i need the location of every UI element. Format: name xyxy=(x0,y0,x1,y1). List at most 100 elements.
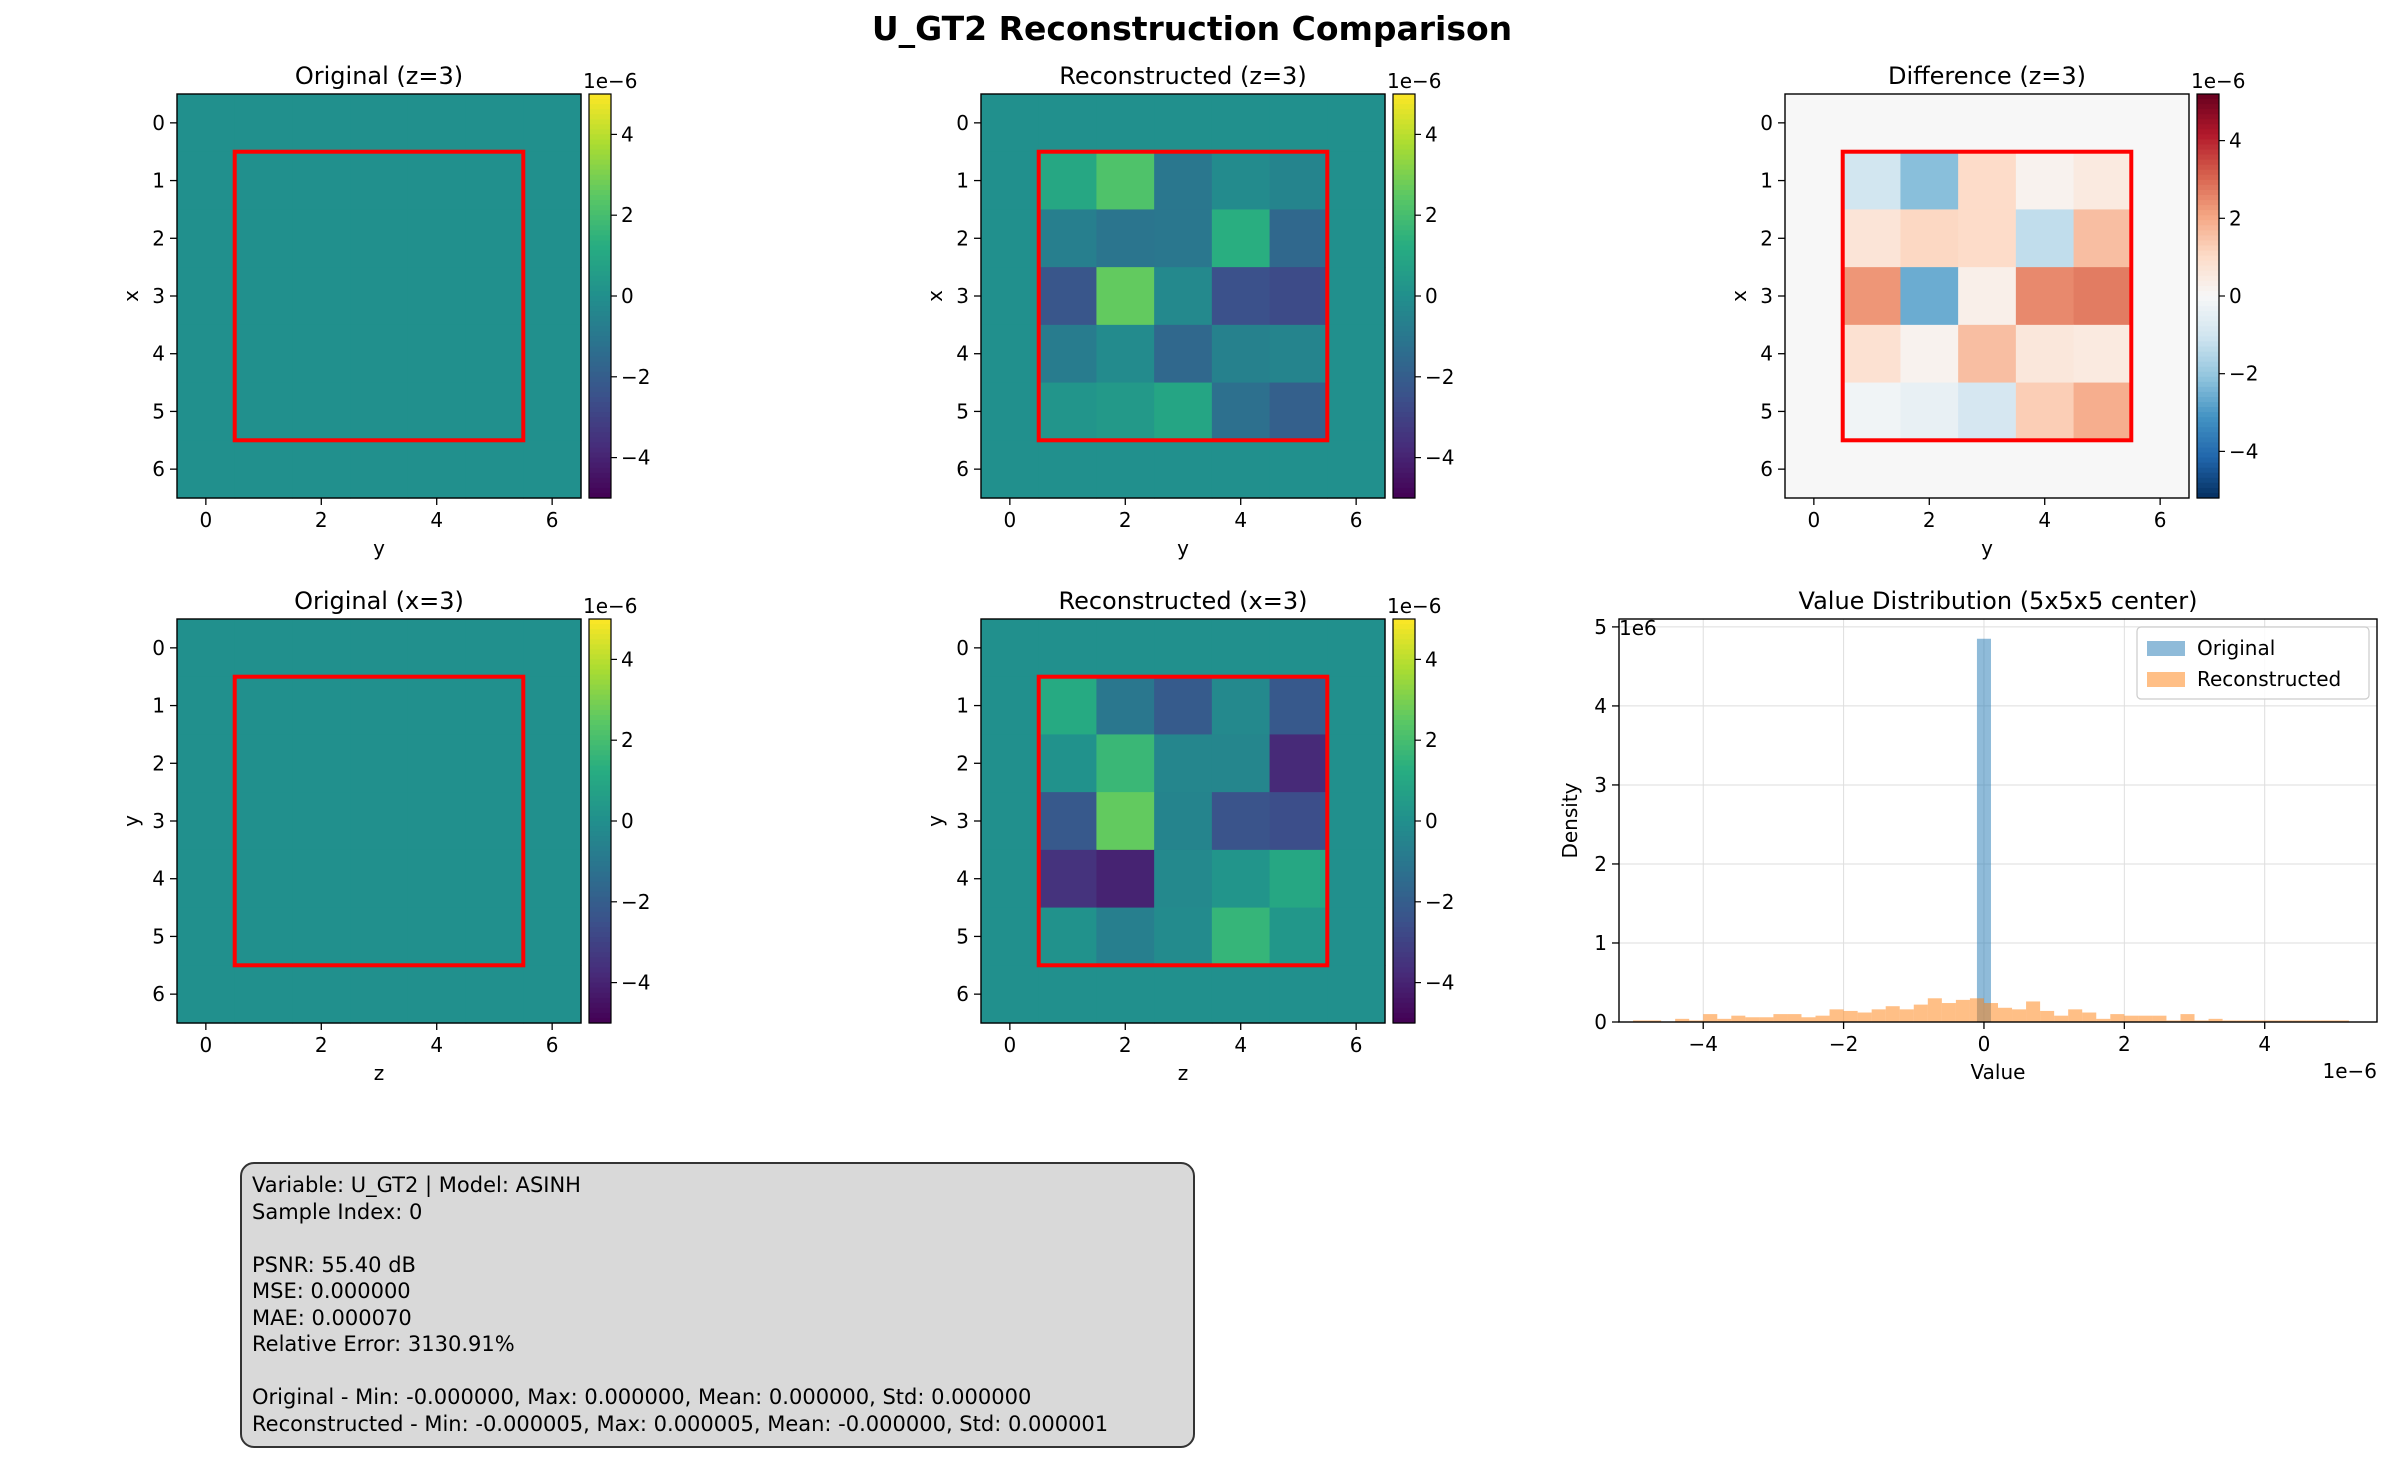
colorbar-segment xyxy=(589,1007,611,1014)
colorbar-segment xyxy=(2197,270,2219,277)
colorbar-segment xyxy=(1393,815,1415,822)
colorbar-segment xyxy=(1393,250,1415,257)
colorbar-segment xyxy=(2197,179,2219,186)
heatmap-cell xyxy=(2073,382,2132,441)
panel-title: Original (x=3) xyxy=(294,587,464,615)
colorbar-segment xyxy=(2197,311,2219,317)
heatmap-cell xyxy=(1038,907,1098,966)
colorbar-segment xyxy=(1393,195,1415,201)
heatmap-cell xyxy=(1785,324,1844,384)
colorbar-segment xyxy=(1393,149,1415,156)
colorbar-segment xyxy=(589,800,611,807)
y-tick-label: 4 xyxy=(1594,694,1607,718)
heatmap-cell xyxy=(523,209,582,268)
colorbar-segment xyxy=(589,841,611,847)
colorbar-tick-label: 4 xyxy=(621,122,634,146)
heatmap-cell xyxy=(1269,382,1328,441)
y-tick-label: 3 xyxy=(956,809,969,833)
histogram-bar-reconstructed xyxy=(1913,1004,1928,1022)
colorbar-segment xyxy=(2197,184,2219,191)
y-tick-label: 2 xyxy=(152,751,165,775)
colorbar-segment xyxy=(1393,962,1415,969)
colorbar-segment xyxy=(589,154,611,161)
colorbar-segment xyxy=(1393,280,1415,287)
colorbar-segment xyxy=(1393,230,1415,236)
x-axis-label: Value xyxy=(1971,1060,2026,1084)
heatmap-panel: Original (x=3) 0 2 4 6 0 1 2 3 4 5 6 z y −4 −2 0 2 4 1e−6 xyxy=(119,587,650,1085)
colorbar-segment xyxy=(589,220,611,226)
heatmap-cell xyxy=(1842,440,1902,499)
colorbar-tick-label: 0 xyxy=(1425,809,1438,833)
colorbar-segment xyxy=(1393,452,1415,459)
colorbar-segment xyxy=(589,962,611,969)
histogram-bar-original xyxy=(1976,638,1991,1022)
colorbar-segment xyxy=(1393,386,1415,393)
heatmap-cell xyxy=(292,849,351,909)
colorbar-segment xyxy=(589,997,611,1004)
histogram-bar-reconstructed xyxy=(1857,1012,1872,1022)
heatmap-cell xyxy=(1038,965,1098,1024)
colorbar-segment xyxy=(1393,972,1415,979)
colorbar-segment xyxy=(589,720,611,726)
colorbar-segment xyxy=(2197,361,2219,368)
y-tick-label: 6 xyxy=(956,457,969,481)
colorbar-segment xyxy=(1393,952,1415,958)
colorbar-segment xyxy=(1393,826,1415,832)
x-axis-label: y xyxy=(373,536,385,560)
colorbar-segment xyxy=(589,447,611,454)
colorbar-segment xyxy=(2197,280,2219,287)
highlight-box xyxy=(232,149,526,443)
colorbar-segment xyxy=(1393,911,1415,918)
colorbar-segment xyxy=(2197,159,2219,166)
heatmap-cell xyxy=(234,324,294,384)
colorbar-segment xyxy=(2197,391,2219,398)
panel-title: Value Distribution (5x5x5 center) xyxy=(1799,587,2198,615)
heatmap-cell xyxy=(177,907,236,966)
heatmap-cell xyxy=(1211,907,1271,966)
heatmap-cell xyxy=(1269,324,1328,384)
colorbar-segment xyxy=(589,714,611,721)
heatmap-cell xyxy=(1327,382,1386,441)
x-tick-label: 4 xyxy=(430,1033,443,1057)
colorbar-offset-label: 1e−6 xyxy=(583,69,638,93)
colorbar-segment xyxy=(1393,179,1415,186)
heatmap-cell xyxy=(1958,94,2017,153)
colorbar-segment xyxy=(589,699,611,706)
heatmap-panel: Difference (z=3) 0 2 4 6 0 1 2 3 4 5 6 y x −4 −2 0 2 4 1e−6 xyxy=(1727,62,2258,560)
colorbar-segment xyxy=(589,760,611,767)
colorbar-segment xyxy=(589,184,611,191)
colorbar-segment xyxy=(1393,381,1415,388)
histogram-bar-reconstructed xyxy=(1998,1007,2013,1022)
heatmap-cell xyxy=(1096,734,1155,793)
heatmap-cell xyxy=(1958,267,2017,326)
heatmap-cell xyxy=(981,734,1040,793)
heatmap-cell xyxy=(1269,907,1328,966)
colorbar-segment xyxy=(589,260,611,267)
colorbar-tick-label: −4 xyxy=(1425,971,1454,995)
colorbar-segment xyxy=(589,1012,611,1019)
heatmap-cell xyxy=(1269,734,1328,793)
colorbar-segment xyxy=(1393,770,1415,777)
heatmap-cell xyxy=(350,965,409,1024)
heatmap-cell xyxy=(350,440,409,499)
histogram-bar-reconstructed xyxy=(2334,1020,2349,1022)
colorbar-segment xyxy=(589,674,611,681)
colorbar-segment xyxy=(589,482,611,489)
colorbar-tick-label: 0 xyxy=(1425,284,1438,308)
highlight-box xyxy=(1036,149,1330,443)
colorbar-segment xyxy=(589,937,611,943)
heatmap-cell xyxy=(1211,965,1271,1024)
colorbar-segment xyxy=(589,417,611,423)
heatmap-cell xyxy=(2131,151,2190,211)
colorbar-segment xyxy=(1393,699,1415,706)
colorbar-segment xyxy=(589,735,611,741)
heatmap-cell xyxy=(1096,792,1155,851)
colorbar-segment xyxy=(589,255,611,262)
colorbar-segment xyxy=(1393,876,1415,883)
y-tick-label: 4 xyxy=(152,867,165,891)
histogram-bar-reconstructed xyxy=(1633,1020,1648,1022)
colorbar-segment xyxy=(589,477,611,484)
colorbar-segment xyxy=(1393,1012,1415,1019)
x-tick-label: 6 xyxy=(546,1033,559,1057)
